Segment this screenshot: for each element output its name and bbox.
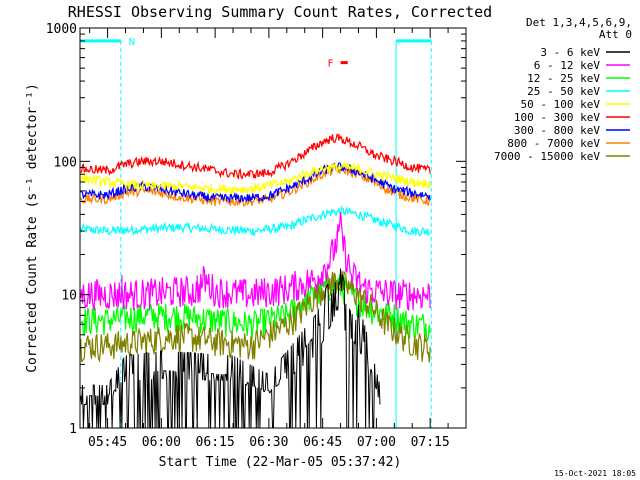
legend-entry-label: 25 - 50 keV [527,85,600,98]
legend-entry-label: 800 - 7000 keV [507,137,600,150]
legend-header-line-2: Att 0 [599,28,632,41]
night-label: N [129,37,135,48]
legend-entry-label: 6 - 12 keV [534,59,601,72]
series-line-6-12-kev [80,211,431,311]
x-tick-label: 06:15 [196,435,235,450]
plot-frame [79,27,467,429]
y-tick-label: 10 [61,289,77,304]
axes: 1 10 100 1000 05:45 06:00 06:15 06:30 06:45 07:00… [46,22,467,450]
legend-entry-label: 50 - 100 keV [521,98,601,111]
flare-label: F [328,59,334,70]
series-line-100-300-kev [80,133,431,180]
y-axis-label: Corrected Count Rate (s⁻¹ detector⁻¹) [25,83,40,373]
series-line-300-800-kev [80,162,431,203]
x-tick-label: 06:00 [142,435,181,450]
y-tick-label: 1000 [46,22,77,37]
chart-title: RHESSI Observing Summary Count Rates, Co… [68,3,492,21]
series-line-25-50-kev [80,204,431,237]
legend-entry-label: 7000 - 15000 keV [494,150,600,163]
x-tick-label: 07:15 [411,435,450,450]
series-line-3-6-kev [80,268,381,429]
legend-entry-label: 12 - 25 keV [527,72,600,85]
plot-area: NF [79,37,432,429]
x-tick-label: 05:45 [88,435,127,450]
x-tick-label: 06:45 [303,435,342,450]
legend-entry-label: 300 - 800 keV [514,124,600,137]
x-tick-label: 06:30 [249,435,288,450]
x-axis-label: Start Time (22-Mar-05 05:37:42) [159,455,402,470]
y-tick-label: 1 [69,422,77,437]
series-line-7000-15000-kev [80,270,431,363]
y-tick-label: 100 [54,155,77,170]
legend-entry-label: 3 - 6 keV [540,46,600,59]
x-tick-label: 07:00 [357,435,396,450]
series-line-50-100-kev [80,161,431,195]
legend-header-line-1: Det 1,3,4,5,6,9, [526,16,632,29]
footer-timestamp: 15-Oct-2021 18:05 [554,469,636,478]
legend-entry-label: 100 - 300 keV [514,111,600,124]
